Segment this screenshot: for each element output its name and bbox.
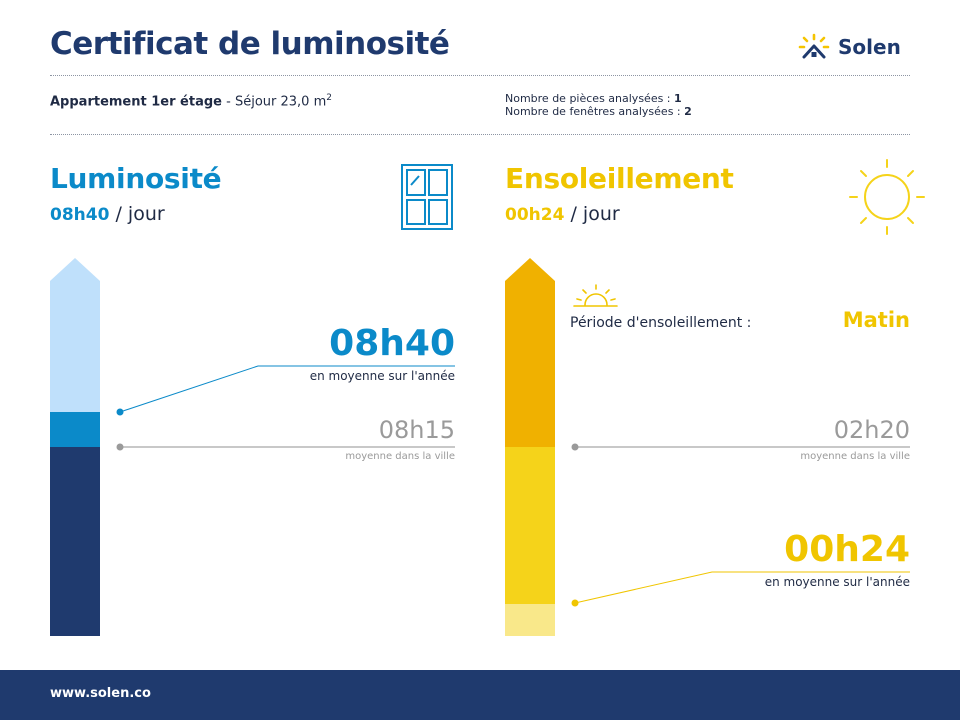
luminosite-annual-leader [119, 365, 455, 413]
rooms-count-line: Nombre de pièces analysées : 1 [505, 92, 692, 105]
luminosite-bar-annual-segment [50, 412, 100, 447]
property-name: Appartement 1er étage [50, 94, 222, 110]
ensoleillement-bar-mid-segment [505, 447, 555, 604]
ensoleillement-annual-value: 00h24 [784, 529, 910, 570]
ensoleillement-annual-leader [574, 571, 910, 604]
luminosite-city-caption: moyenne dans la ville [345, 451, 455, 462]
ensoleillement-daily-value: 00h24 [505, 205, 565, 225]
luminosite-title: Luminosité [50, 162, 222, 195]
logo-text: Solen [838, 35, 901, 59]
ensoleillement-bar-base-segment [505, 604, 555, 636]
luminosite-daily: 08h40 / jour [50, 203, 165, 225]
rooms-count-value: 1 [674, 92, 682, 105]
ensoleillement-daily-suffix: / jour [570, 203, 620, 225]
analysis-counts: Nombre de pièces analysées : 1 Nombre de… [505, 92, 692, 118]
footer: www.solen.co [0, 670, 960, 720]
luminosite-daily-suffix: / jour [115, 203, 165, 225]
sun-icon [849, 159, 925, 235]
ensoleillement-annual-caption: en moyenne sur l'année [764, 575, 910, 589]
window-icon [401, 164, 453, 230]
ensoleillement-bar-arrow-segment [505, 258, 555, 447]
luminosite-annual-caption: en moyenne sur l'année [309, 369, 455, 383]
ensoleillement-period-value: Matin [842, 308, 910, 332]
ensoleillement-city-dot [571, 443, 579, 451]
luminosite-bar [50, 258, 100, 636]
ensoleillement-daily: 00h24 / jour [505, 203, 620, 225]
ensoleillement-title: Ensoleillement [505, 162, 734, 195]
page-title: Certificat de luminosité [50, 26, 450, 62]
divider-top [50, 75, 910, 76]
ensoleillement-bar [505, 258, 555, 636]
windows-count-label: Nombre de fenêtres analysées : [505, 105, 681, 118]
luminosite-annual-dot [116, 408, 124, 416]
solen-logo[interactable]: Solen [798, 32, 901, 62]
sunrise-icon [573, 284, 618, 307]
luminosite-annual-value: 08h40 [329, 323, 455, 364]
ensoleillement-city-caption: moyenne dans la ville [800, 451, 910, 462]
sun-house-logo-icon [798, 33, 830, 59]
luminosite-city-value: 08h15 [378, 416, 455, 444]
luminosite-daily-value: 08h40 [50, 205, 110, 225]
ensoleillement-annual-dot [571, 599, 579, 607]
luminosite-city-dot [116, 443, 124, 451]
windows-count-line: Nombre de fenêtres analysées : 2 [505, 105, 692, 118]
luminosite-bar-base-segment [50, 447, 100, 636]
footer-url-link[interactable]: www.solen.co [50, 686, 151, 701]
area-unit-superscript: 2 [326, 93, 332, 103]
rooms-count-label: Nombre de pièces analysées : [505, 92, 671, 105]
windows-count-value: 2 [684, 105, 692, 118]
divider-bottom [50, 134, 910, 135]
property-room: Séjour 23,0 m [234, 94, 327, 110]
ensoleillement-period-label: Période d'ensoleillement : [570, 315, 752, 331]
luminosite-bar-arrow-segment [50, 258, 100, 412]
property-description: Appartement 1er étage - Séjour 23,0 m2 [50, 93, 332, 110]
ensoleillement-city-value: 02h20 [833, 416, 910, 444]
